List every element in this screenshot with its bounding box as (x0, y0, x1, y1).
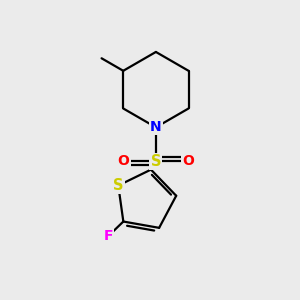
Text: S: S (113, 178, 124, 193)
Text: O: O (118, 154, 129, 168)
Text: O: O (182, 154, 194, 168)
Text: S: S (151, 154, 161, 169)
Text: F: F (104, 229, 113, 243)
Text: N: N (150, 120, 162, 134)
